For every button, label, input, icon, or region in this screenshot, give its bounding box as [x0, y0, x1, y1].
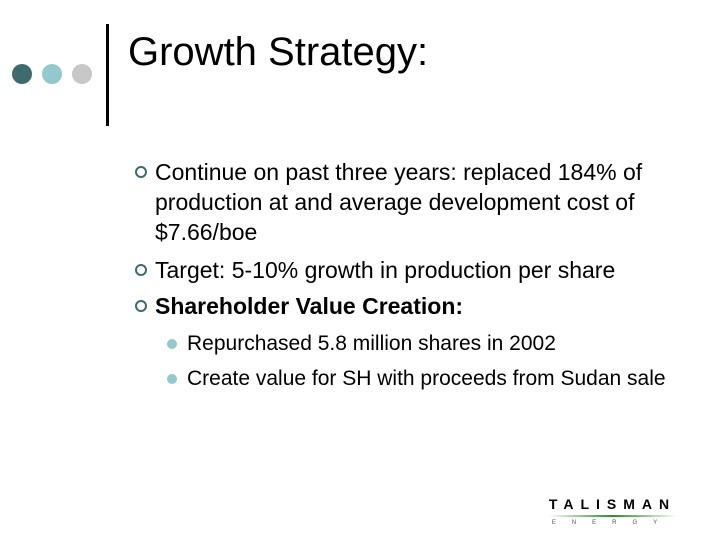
bullet-ring-icon	[135, 264, 147, 276]
bullet-text: Shareholder Value Creation:	[155, 293, 464, 319]
title-divider	[106, 24, 109, 126]
bullet-text: Continue on past three years: replaced 1…	[155, 159, 643, 245]
sub-bullet-dot-icon	[167, 339, 177, 349]
talisman-logo: TALISMAN ENERGY	[540, 496, 685, 526]
decor-dot-gray	[72, 64, 92, 84]
logo-sub: ENERGY	[551, 520, 674, 526]
decor-dot-dark	[12, 64, 32, 84]
logo-name: TALISMAN	[548, 496, 677, 512]
logo-bar	[548, 515, 677, 517]
slide-title: Growth Strategy:	[128, 30, 429, 74]
sub-bullet-text: Create value for SH with proceeds from S…	[187, 367, 666, 390]
bullet-ring-icon	[135, 166, 147, 178]
bullet-text: Target: 5-10% growth in production per s…	[155, 257, 616, 283]
sub-bullet-text: Repurchased 5.8 million shares in 2002	[187, 332, 556, 355]
sub-bullet-dot-icon	[167, 374, 177, 384]
decor-dot-light	[42, 64, 62, 84]
bullet-ring-icon	[135, 300, 147, 312]
